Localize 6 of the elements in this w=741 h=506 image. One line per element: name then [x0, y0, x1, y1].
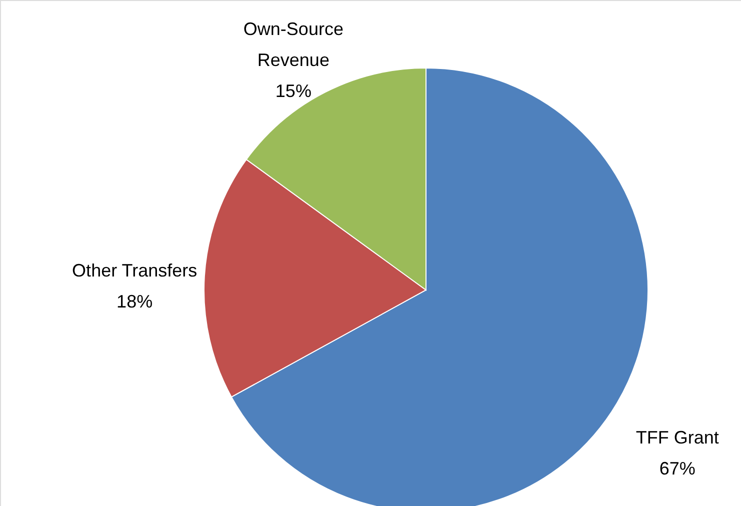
slice-label: Own-Source Revenue: [243, 18, 344, 70]
data-label: 15%: [275, 80, 312, 101]
slice-label: TFF Grant: [636, 428, 719, 448]
data-label: 18%: [116, 292, 153, 312]
slice-label: Other Transfers: [72, 260, 198, 281]
data-label: 67%: [659, 458, 696, 479]
